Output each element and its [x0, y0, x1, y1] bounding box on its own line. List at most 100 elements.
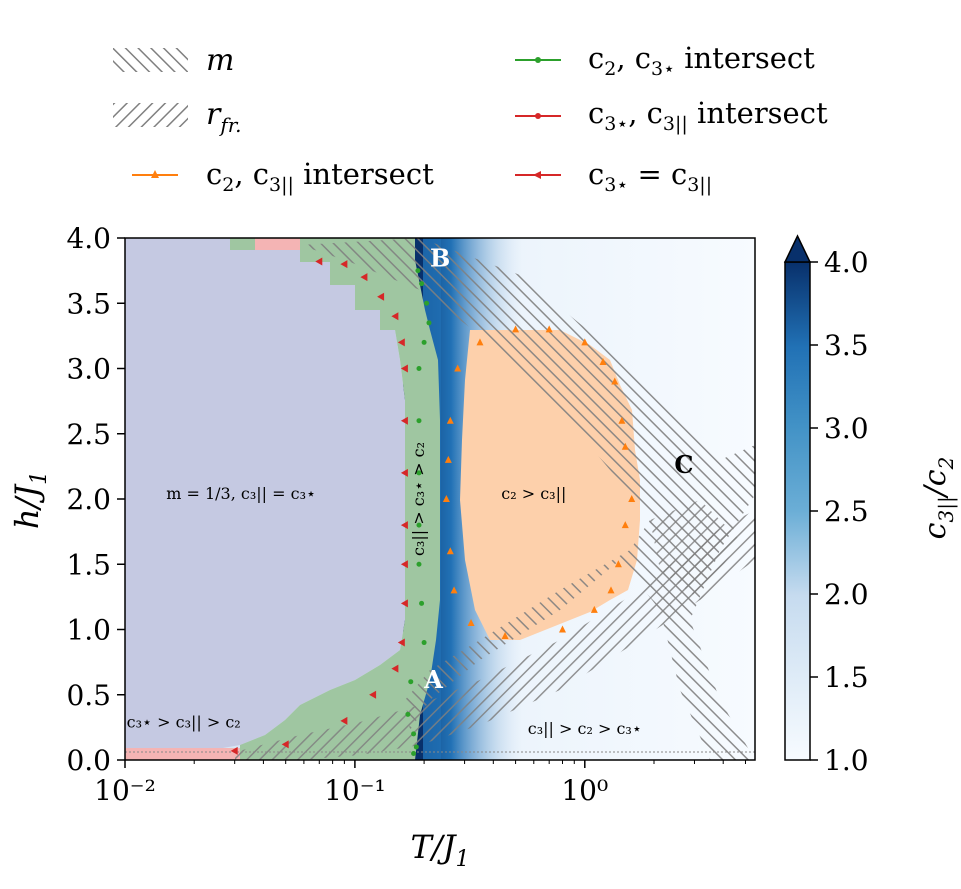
series-point-triangle-left-d62728	[400, 416, 408, 425]
annotation-region-label: c₃⋆ > c₃|| > c₂	[127, 712, 241, 731]
series-layer	[230, 257, 636, 756]
series-point-triangle-up-ff7f0e	[611, 377, 619, 385]
annotation-point-a: A	[423, 665, 443, 694]
series-point-dot-2ca02c	[416, 418, 422, 424]
series-point-triangle-left-d62728	[397, 638, 405, 647]
series-point-dot-2ca02c	[413, 744, 419, 750]
series-point-triangle-up-ff7f0e	[476, 338, 484, 346]
legend-c3star-eq-label: c3⋆ = c3||	[588, 157, 712, 196]
annotation-region-label: c₃|| > c₂ > c₃⋆	[528, 719, 642, 738]
axis-layer: 10⁻² 10⁻¹ 10⁰ 0.0 0.5 1.0 1.5 2.0 2.5 3.0 3.5 4.0	[66, 222, 746, 807]
series-point-triangle-up-ff7f0e	[454, 364, 462, 372]
series-point-triangle-up-ff7f0e	[614, 560, 622, 568]
series-point-triangle-up-ff7f0e	[501, 632, 509, 640]
series-point-triangle-left-d62728	[391, 664, 399, 673]
x-tick-label: 10⁻²	[94, 774, 156, 807]
series-point-triangle-left-d62728	[400, 521, 408, 530]
y-tick-label: 2.0	[66, 483, 111, 516]
series-point-dot-2ca02c	[419, 281, 425, 287]
y-tick-label: 1.5	[66, 548, 111, 581]
legend-c3star-c3par-label: c3⋆, c3|| intersect	[588, 96, 828, 135]
series-point-triangle-left-d62728	[369, 690, 377, 699]
series-point-triangle-up-ff7f0e	[581, 338, 589, 346]
annotation-region-label: c₃|| > c₃⋆ > c₂	[409, 442, 428, 556]
colorbar-gradient	[784, 261, 811, 761]
series-point-triangle-up-ff7f0e	[442, 495, 450, 502]
series-point-dot-2ca02c	[416, 366, 422, 371]
series-point-triangle-up-ff7f0e	[545, 325, 553, 333]
annotation-point-c: C	[674, 450, 693, 479]
region-m-one-third	[125, 238, 405, 752]
series-point-dot-2ca02c	[421, 640, 427, 646]
y-tick-label: 4.0	[66, 222, 111, 255]
series-point-triangle-left-d62728	[281, 740, 289, 749]
series-point-dot-2ca02c	[421, 339, 427, 345]
series-point-dot-2ca02c	[405, 711, 411, 717]
series-point-dot-2ca02c	[416, 522, 422, 528]
series-point-dot-2ca02c	[419, 600, 425, 606]
series-point-triangle-up-ff7f0e	[446, 416, 454, 424]
colorbar-tick-label: 4.0	[824, 246, 869, 279]
x-axis-label: T/J1	[411, 828, 470, 872]
annotation-point-b: B	[430, 244, 450, 273]
colorbar-tick-label: 3.5	[824, 329, 869, 362]
series-point-triangle-left-d62728	[400, 560, 408, 569]
colorbar: 1.0 1.5 2.0 2.5 3.0 3.5 4.0 c3||/c2	[783, 234, 959, 777]
series-point-triangle-left-d62728	[391, 312, 399, 321]
annotation-layer: m = 1/3, c₃|| = c₃⋆ c₃|| > c₃⋆ > c₂ c₂ > c…	[127, 244, 694, 738]
series-point-dot-2ca02c	[411, 750, 417, 756]
colorbar-tick-label: 1.5	[824, 661, 869, 694]
colorbar-tick-label: 3.0	[824, 412, 869, 445]
series-point-triangle-up-ff7f0e	[621, 521, 629, 529]
series-point-triangle-up-ff7f0e	[599, 357, 607, 365]
y-tick-label: 0.0	[66, 744, 111, 777]
series-point-triangle-up-ff7f0e	[512, 325, 520, 333]
region-c3star-gt-c3par-gt-c2	[125, 748, 240, 760]
series-point-dot-2ca02c	[424, 300, 430, 306]
series-point-dot-2ca02c	[415, 268, 421, 274]
series-point-triangle-up-ff7f0e	[467, 618, 475, 626]
colorbar-label: c3||/c2	[918, 457, 959, 540]
series-point-triangle-up-ff7f0e	[618, 416, 626, 424]
legend-c2-c3star-label: c2, c3⋆ intersect	[588, 41, 815, 80]
legend-m-swatch	[113, 48, 188, 72]
legend-rfr-label: rfr.	[206, 97, 241, 137]
y-tick-label: 0.5	[66, 679, 111, 712]
series-point-triangle-left-d62728	[315, 257, 323, 266]
legend: m rfr. c2, c3|| intersect c2, c3⋆ inters…	[113, 41, 828, 196]
hatch-m-region	[300, 238, 755, 760]
annotation-region-label: c₂ > c₃||	[501, 484, 566, 503]
legend-c2-c3par-label: c2, c3|| intersect	[206, 157, 434, 196]
annotation-region-label: m = 1/3, c₃|| = c₃⋆	[166, 484, 316, 503]
series-point-dot-2ca02c	[416, 561, 422, 567]
series-point-dot-2ca02c	[408, 679, 414, 685]
colorbar-tick-label: 2.5	[824, 495, 869, 528]
series-point-triangle-left-d62728	[340, 260, 348, 269]
series-point-triangle-up-ff7f0e	[607, 586, 615, 594]
series-point-triangle-left-d62728	[360, 273, 368, 282]
y-tick-label: 3.5	[66, 287, 111, 320]
y-axis-label: h/J1	[8, 471, 52, 529]
legend-rfr-swatch	[113, 103, 188, 127]
series-point-triangle-up-ff7f0e	[444, 455, 452, 463]
colorbar-extend-arrow	[783, 234, 812, 263]
y-tick-label: 1.0	[66, 614, 111, 647]
series-point-triangle-up-ff7f0e	[450, 586, 458, 594]
hatch-rfr-region	[235, 510, 755, 760]
series-point-dot-2ca02c	[416, 470, 422, 476]
series-point-triangle-left-d62728	[340, 716, 348, 725]
series-point-triangle-up-ff7f0e	[628, 495, 636, 502]
colorbar-tick-label: 2.0	[824, 578, 869, 611]
series-point-dot-2ca02c	[426, 320, 432, 326]
x-tick-label: 10⁰	[561, 774, 608, 807]
series-point-triangle-left-d62728	[377, 292, 385, 301]
series-point-triangle-left-d62728	[397, 338, 405, 347]
y-tick-label: 2.5	[66, 418, 111, 451]
series-point-triangle-left-d62728	[400, 364, 408, 373]
series-point-triangle-up-ff7f0e	[590, 605, 598, 613]
legend-orange-marker	[151, 170, 159, 178]
series-point-triangle-left-d62728	[400, 599, 408, 608]
series-point-triangle-left-d62728	[400, 468, 408, 477]
colorbar-tick-label: 1.0	[824, 744, 869, 777]
